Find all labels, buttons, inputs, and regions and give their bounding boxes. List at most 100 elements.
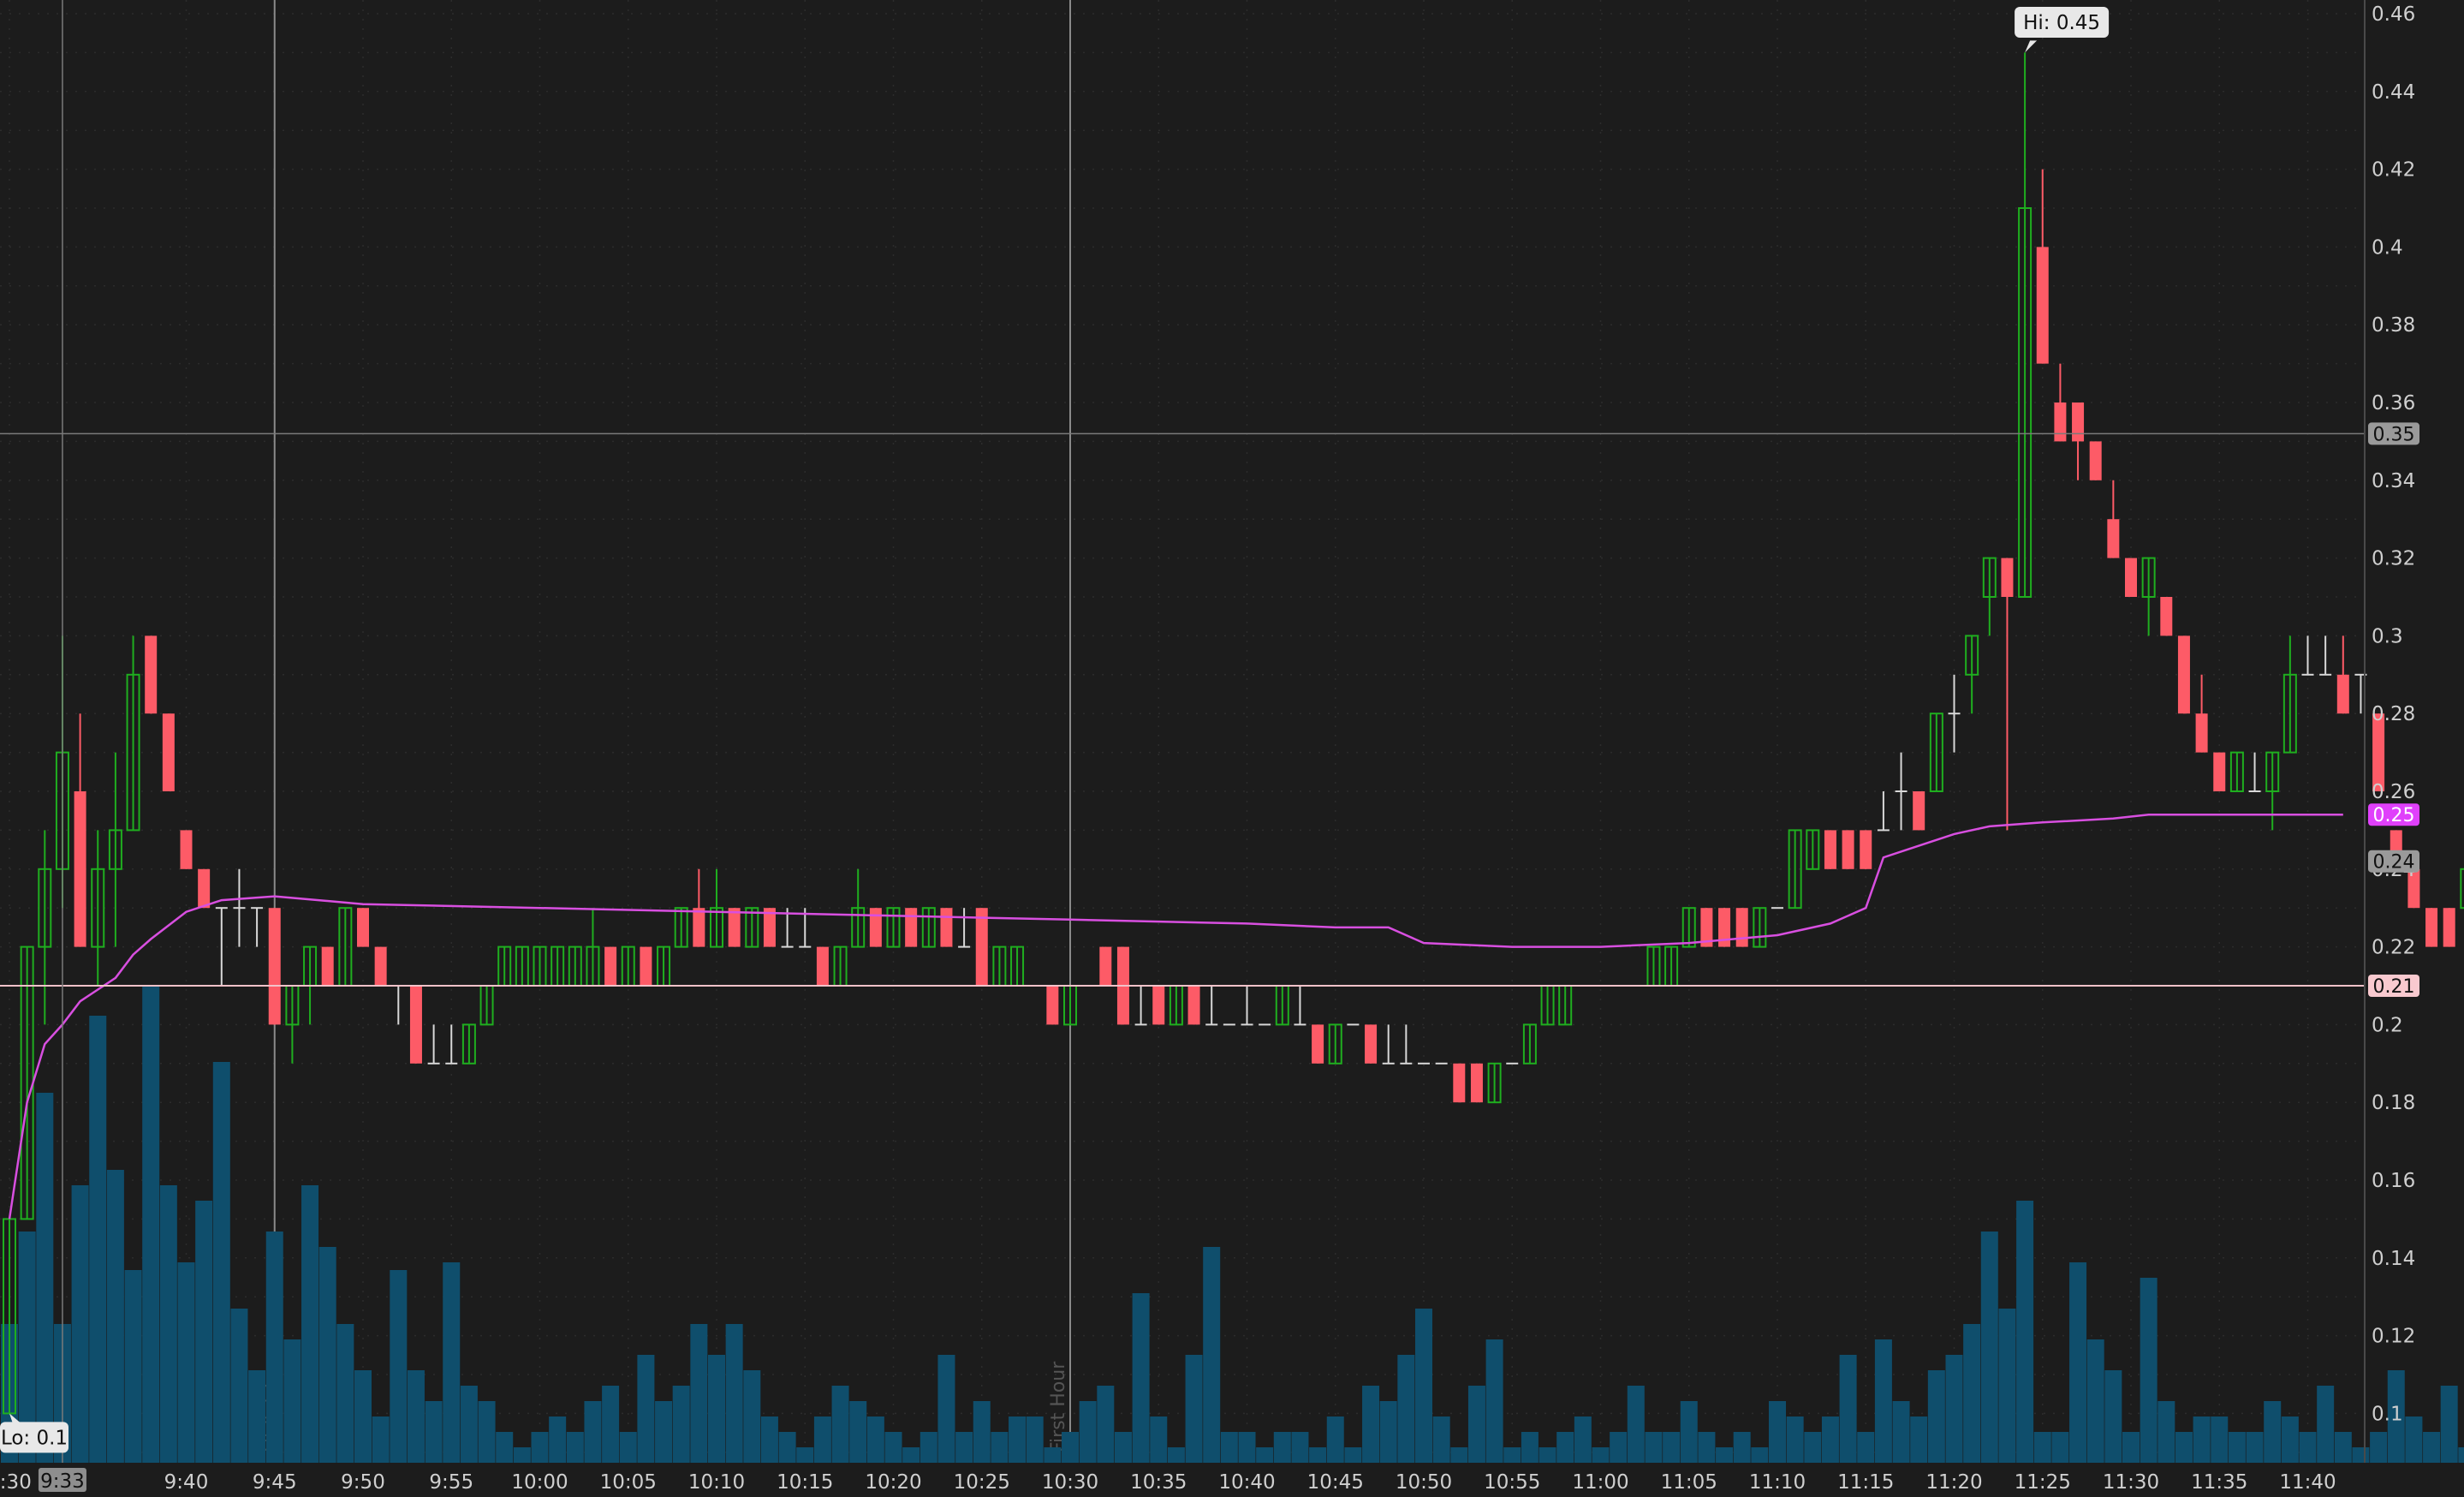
candle-down[interactable]: [693, 868, 705, 947]
volume-bar: [2246, 1432, 2264, 1463]
candle-flat[interactable]: [1294, 986, 1306, 1026]
candle-up[interactable]: [1328, 1023, 1342, 1065]
candle-down[interactable]: [2443, 908, 2455, 947]
candle-down[interactable]: [1824, 830, 1836, 869]
candle-flat[interactable]: [233, 868, 246, 947]
candle-up[interactable]: [461, 1023, 476, 1065]
candle-down[interactable]: [198, 868, 211, 909]
candle-down[interactable]: [74, 713, 86, 947]
candle-down[interactable]: [321, 946, 334, 986]
candle-down[interactable]: [763, 908, 776, 947]
candle-down[interactable]: [1187, 986, 1200, 1025]
candle-down[interactable]: [2177, 635, 2190, 714]
candle-down[interactable]: [268, 908, 281, 1025]
candle-down[interactable]: [357, 908, 369, 947]
candle-up[interactable]: [1982, 557, 1997, 636]
candle-flat[interactable]: [1382, 1024, 1395, 1065]
candle-up[interactable]: [108, 752, 122, 947]
candle-up[interactable]: [2229, 751, 2244, 792]
candle-up[interactable]: [1753, 907, 1767, 948]
candle-up[interactable]: [674, 907, 688, 948]
candle-down[interactable]: [1735, 908, 1748, 947]
candle-down[interactable]: [640, 946, 652, 986]
candle-flat[interactable]: [2319, 635, 2332, 676]
candle-down[interactable]: [1913, 791, 1925, 831]
candle-down[interactable]: [1860, 830, 1872, 869]
candle-up[interactable]: [1929, 713, 1943, 793]
candle-down[interactable]: [728, 908, 741, 947]
candle-flat[interactable]: [2301, 635, 2314, 676]
candle-up[interactable]: [2282, 635, 2297, 754]
candle-down[interactable]: [1046, 986, 1059, 1025]
candle-up[interactable]: [886, 907, 901, 948]
candle-down[interactable]: [2213, 752, 2226, 791]
candle-down[interactable]: [2160, 597, 2173, 636]
candle-flat[interactable]: [427, 1024, 440, 1065]
candle-up[interactable]: [2141, 557, 2156, 636]
candle-down[interactable]: [1152, 986, 1165, 1025]
candle-down[interactable]: [1099, 946, 1112, 986]
candle-flat[interactable]: [2248, 752, 2261, 792]
candle-down[interactable]: [816, 946, 829, 986]
candle-down[interactable]: [180, 830, 193, 869]
candle-flat[interactable]: [958, 908, 971, 948]
candle-up[interactable]: [38, 830, 52, 1025]
volume-bar: [1574, 1416, 1592, 1463]
candle-down[interactable]: [2372, 713, 2385, 791]
candle-down[interactable]: [2072, 403, 2085, 480]
candle-down[interactable]: [374, 946, 387, 986]
candle-down[interactable]: [2036, 169, 2049, 364]
candle-flat[interactable]: [215, 907, 228, 986]
candle-flat[interactable]: [1895, 752, 1908, 831]
candle-down[interactable]: [2089, 441, 2102, 480]
candle-down[interactable]: [409, 986, 422, 1064]
candle-down[interactable]: [1470, 1063, 1483, 1103]
candle-down[interactable]: [604, 946, 617, 986]
candle-up[interactable]: [91, 830, 105, 986]
volume-bar: [2317, 1386, 2335, 1463]
candle-up[interactable]: [1522, 1023, 1537, 1065]
candle-up[interactable]: [1681, 907, 1696, 948]
candle-up[interactable]: [1806, 829, 1820, 870]
candle-down[interactable]: [2195, 674, 2208, 753]
candle-down[interactable]: [2407, 868, 2420, 909]
volume-bar: [2440, 1386, 2458, 1463]
candle-flat[interactable]: [1877, 791, 1890, 832]
candle-up[interactable]: [2018, 52, 2033, 598]
candle-down[interactable]: [2336, 635, 2349, 714]
candle-up[interactable]: [745, 907, 759, 948]
candle-flat[interactable]: [251, 907, 264, 947]
candle-up[interactable]: [921, 907, 936, 948]
candle-down[interactable]: [1312, 1024, 1324, 1064]
candle-down[interactable]: [145, 635, 158, 714]
candle-up[interactable]: [851, 868, 866, 948]
candle-up[interactable]: [2265, 751, 2280, 831]
candle-down[interactable]: [2107, 480, 2120, 558]
candle-up[interactable]: [2460, 868, 2464, 910]
candle-down[interactable]: [975, 908, 988, 986]
candle-down[interactable]: [2125, 558, 2137, 597]
candle-down[interactable]: [905, 908, 918, 947]
candle-down[interactable]: [1842, 830, 1854, 869]
candle-flat[interactable]: [1134, 986, 1147, 1026]
candle-up[interactable]: [1788, 829, 1802, 910]
candle-down[interactable]: [2425, 908, 2438, 947]
candle-flat[interactable]: [445, 1024, 458, 1065]
candle-down[interactable]: [1365, 1024, 1378, 1064]
candle-down[interactable]: [940, 908, 953, 947]
candle-flat[interactable]: [1205, 986, 1218, 1026]
candle-up[interactable]: [1965, 635, 1979, 714]
candle-down[interactable]: [1453, 1063, 1466, 1103]
candle-up[interactable]: [710, 868, 723, 948]
candle-down[interactable]: [2001, 558, 2014, 831]
candle-down[interactable]: [869, 908, 882, 947]
candle-flat[interactable]: [1400, 1024, 1413, 1065]
candle-up[interactable]: [1487, 1062, 1502, 1104]
candle-flat[interactable]: [1948, 674, 1961, 753]
candle-down[interactable]: [162, 713, 175, 791]
candle-flat[interactable]: [1241, 986, 1253, 1026]
candle-up[interactable]: [126, 635, 140, 832]
candle-down[interactable]: [2054, 363, 2067, 442]
